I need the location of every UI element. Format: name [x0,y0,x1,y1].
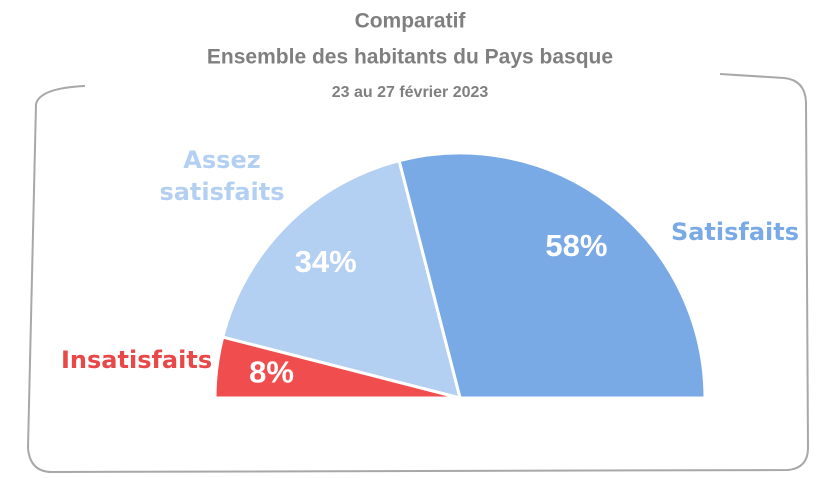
chart-subtitle: Ensemble des habitants du Pays basque [207,46,613,69]
category-label: Insatisfaits [61,346,213,374]
category-label: Assez satisfaits [159,146,285,206]
category-label: Satisfaits [670,218,800,246]
chart-title: Comparatif [355,10,467,33]
value-label: 58% [545,228,607,263]
slice [220,158,463,401]
value-label: 34% [295,244,357,279]
slice [397,151,707,400]
value-label: 8% [249,354,294,389]
chart-date: 23 au 27 février 2023 [332,84,489,101]
slice [213,335,461,400]
frame [26,73,810,474]
